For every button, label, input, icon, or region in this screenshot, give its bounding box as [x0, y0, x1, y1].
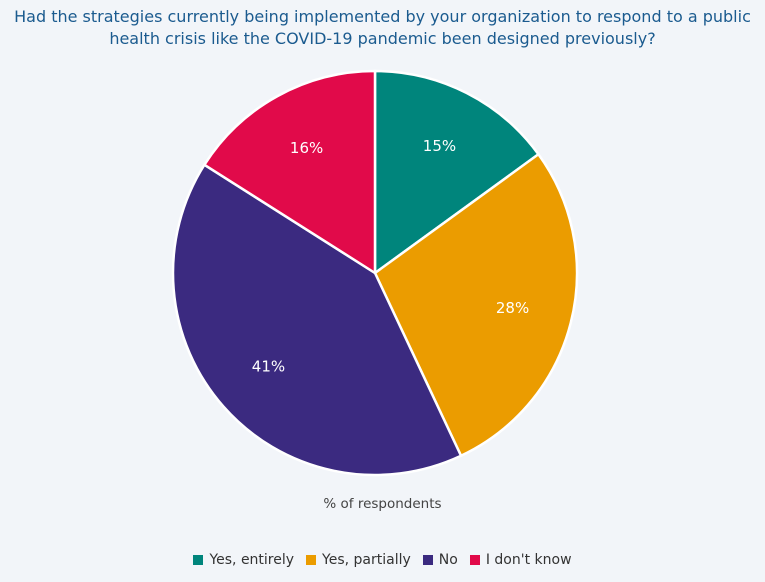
pie-slice-yes-partially [373, 153, 579, 458]
legend: Yes, entirely Yes, partially No I don't kno… [0, 552, 765, 568]
legend-label-i-dont-know: I don't know [485, 552, 572, 568]
chart-title-line-1: Had the strategies currently being imple… [14, 7, 751, 26]
pie-slices [171, 69, 579, 477]
legend-item-yes-partially: Yes, partially [306, 552, 411, 568]
legend-item-no: No [422, 552, 458, 568]
data-label-no: 41% [252, 357, 285, 375]
data-label-yes-entirely: 15% [423, 137, 456, 155]
legend-item-yes-entirely: Yes, entirely [193, 552, 294, 568]
legend-label-no: No [438, 552, 458, 568]
legend-swatch-i-dont-know [469, 555, 480, 565]
data-label-i-dont-know: 16% [290, 139, 323, 157]
chart-title: Had the strategies currently being imple… [0, 6, 765, 50]
pie-data-labels: 15% 28% 41% 16% [252, 137, 529, 375]
data-label-yes-partially: 28% [496, 299, 529, 317]
legend-label-yes-partially: Yes, partially [322, 552, 411, 568]
chart-title-line-2: health crisis like the COVID-19 pandemic… [109, 29, 656, 48]
legend-swatch-no [422, 555, 433, 565]
pie-slice-i-dont-know [203, 69, 377, 275]
legend-swatch-yes-partially [306, 555, 317, 565]
legend-label-yes-entirely: Yes, entirely [209, 552, 295, 568]
legend-item-i-dont-know: I don't know [469, 552, 572, 568]
x-axis-label: % of respondents [323, 496, 442, 512]
pie-slice-yes-entirely [373, 69, 540, 275]
legend-swatch-yes-entirely [193, 555, 204, 565]
pie-slice-no [171, 163, 463, 477]
